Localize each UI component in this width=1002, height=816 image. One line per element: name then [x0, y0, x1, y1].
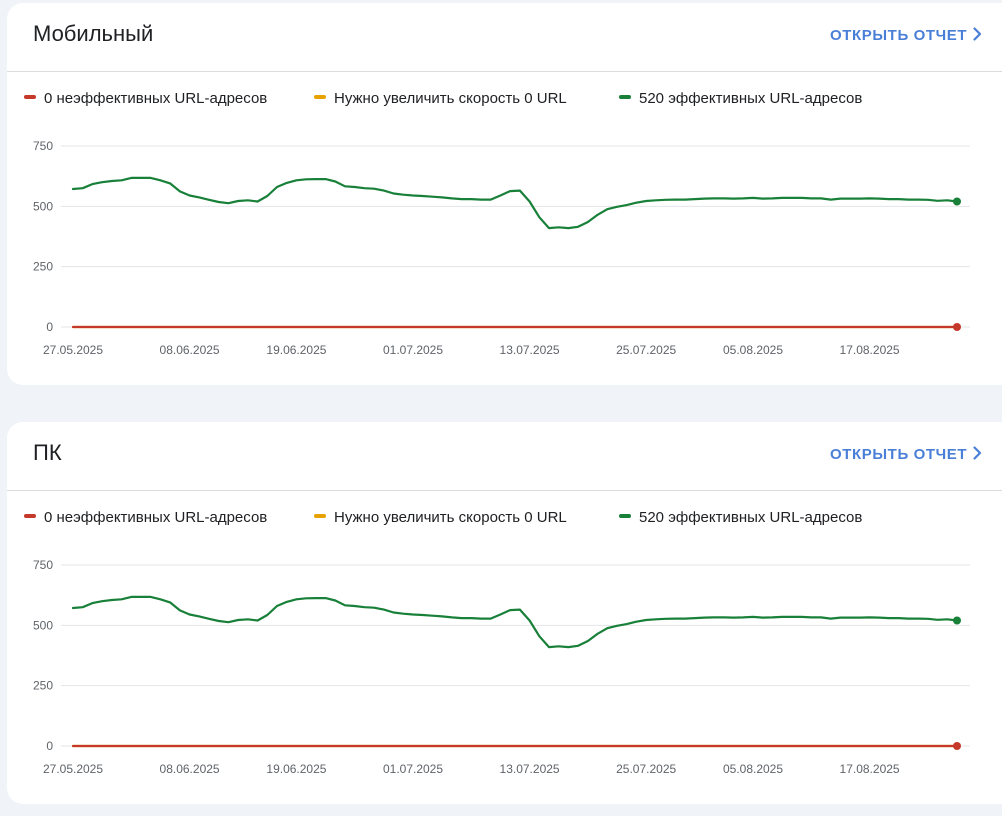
legend-label: Нужно увеличить скорость 0 URL: [334, 90, 567, 107]
legend-swatch-red: [24, 95, 36, 99]
series-line: [71, 595, 959, 649]
x-tick-label: 17.08.2025: [840, 343, 900, 357]
y-tick-label: 500: [33, 199, 53, 213]
open-report-label: ОТКРЫТЬ ОТЧЕТ: [830, 27, 968, 44]
legend-swatch-orange: [314, 514, 326, 518]
chevron-right-icon: [973, 27, 982, 45]
series-line: [71, 176, 959, 230]
legend-swatch-red: [24, 514, 36, 518]
x-tick-label: 25.07.2025: [616, 762, 676, 776]
desktop-report-card: ПК ОТКРЫТЬ ОТЧЕТ 0 неэффективных URL-адр…: [7, 422, 1002, 804]
legend-swatch-orange: [314, 95, 326, 99]
x-tick-label: 01.07.2025: [383, 762, 443, 776]
y-tick-label: 250: [33, 679, 53, 693]
x-tick-label: 08.06.2025: [160, 762, 220, 776]
chevron-right-icon: [973, 446, 982, 464]
legend-item-good[interactable]: 520 эффективных URL-адресов: [619, 509, 862, 526]
open-report-link[interactable]: ОТКРЫТЬ ОТЧЕТ: [830, 446, 982, 464]
legend-item-poor[interactable]: 0 неэффективных URL-адресов: [24, 509, 267, 526]
legend-item-needs-improvement[interactable]: Нужно увеличить скорость 0 URL: [314, 90, 567, 107]
x-tick-label: 05.08.2025: [723, 762, 783, 776]
card-title: ПК: [33, 440, 62, 465]
series-end-point: [953, 616, 961, 625]
legend-label: 0 неэффективных URL-адресов: [44, 90, 268, 107]
x-tick-label: 19.06.2025: [266, 762, 326, 776]
legend-swatch-green: [619, 514, 631, 518]
legend-swatch-green: [619, 95, 631, 99]
desktop-line-chart: 0 250 500 750 27.05.2025 08.06.2025 19.06.2025…: [33, 558, 970, 776]
x-tick-label: 08.06.2025: [160, 343, 220, 357]
legend-item-needs-improvement[interactable]: Нужно увеличить скорость 0 URL: [314, 509, 567, 526]
y-tick-label: 250: [33, 260, 53, 274]
x-tick-label: 27.05.2025: [43, 343, 103, 357]
series-end-point: [953, 323, 961, 331]
legend-item-poor[interactable]: 0 неэффективных URL-адресов: [24, 90, 267, 107]
card-header: Мобильный ОТКРЫТЬ ОТЧЕТ: [7, 3, 1002, 72]
x-tick-label: 01.07.2025: [383, 343, 443, 357]
x-tick-label: 13.07.2025: [500, 343, 560, 357]
open-report-link[interactable]: ОТКРЫТЬ ОТЧЕТ: [830, 27, 982, 45]
y-tick-label: 0: [46, 739, 53, 753]
x-tick-label: 27.05.2025: [43, 762, 103, 776]
legend-item-good[interactable]: 520 эффективных URL-адресов: [619, 90, 862, 107]
y-tick-label: 750: [33, 558, 53, 572]
x-tick-label: 19.06.2025: [266, 343, 326, 357]
y-tick-label: 500: [33, 618, 53, 632]
legend-label: 0 неэффективных URL-адресов: [44, 509, 268, 526]
mobile-line-chart: 0 250 500 750 27.05.2025 08.06.2025 19.06.2025…: [33, 139, 970, 357]
card-title: Мобильный: [33, 21, 154, 46]
x-tick-label: 13.07.2025: [500, 762, 560, 776]
series-end-point: [953, 197, 961, 206]
legend-label: Нужно увеличить скорость 0 URL: [334, 509, 567, 526]
legend-label: 520 эффективных URL-адресов: [639, 509, 863, 526]
open-report-label: ОТКРЫТЬ ОТЧЕТ: [830, 446, 968, 463]
x-tick-label: 25.07.2025: [616, 343, 676, 357]
legend-label: 520 эффективных URL-адресов: [639, 90, 863, 107]
y-tick-label: 0: [46, 320, 53, 334]
series-end-point: [953, 742, 961, 750]
y-tick-label: 750: [33, 139, 53, 153]
x-tick-label: 05.08.2025: [723, 343, 783, 357]
card-header: ПК ОТКРЫТЬ ОТЧЕТ: [7, 422, 1002, 491]
x-tick-label: 17.08.2025: [840, 762, 900, 776]
mobile-report-card: Мобильный ОТКРЫТЬ ОТЧЕТ 0 неэффективных …: [7, 3, 1002, 385]
